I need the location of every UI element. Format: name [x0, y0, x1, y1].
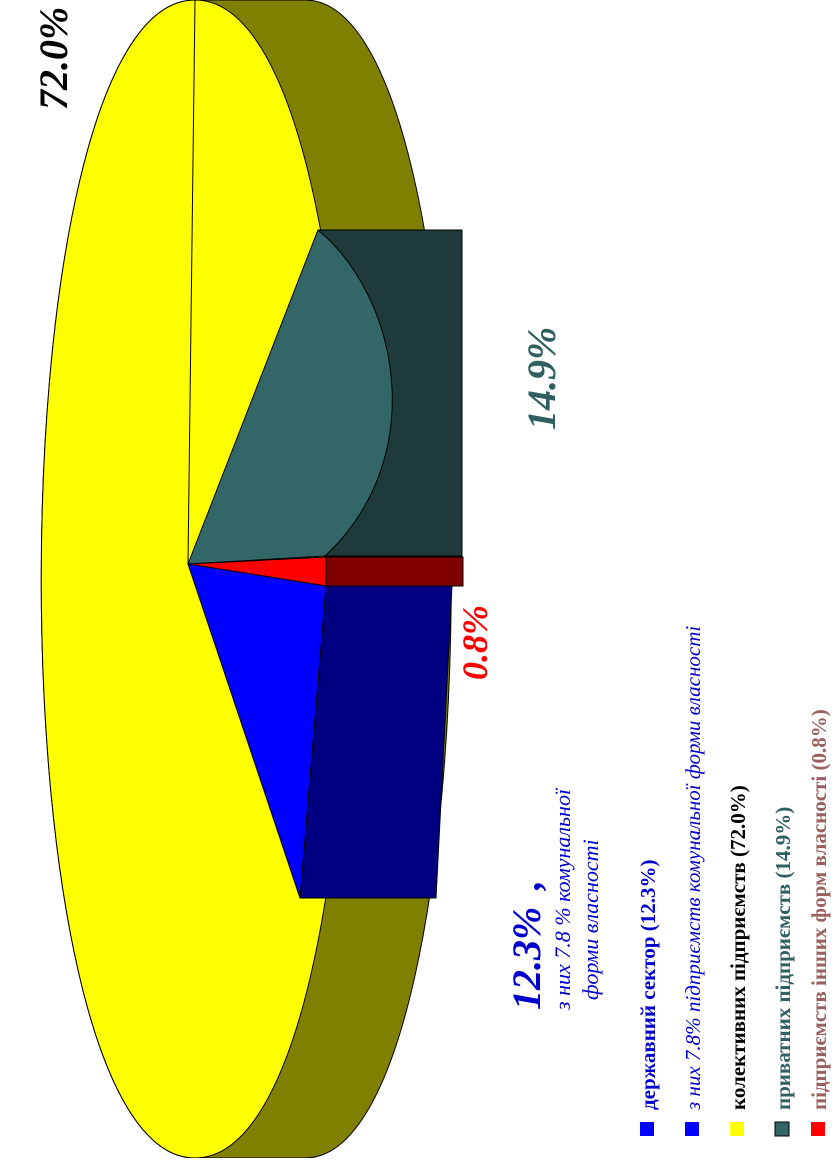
pie-slice-side-blue — [299, 585, 453, 899]
legend-item: з них 7.8% підприємств комунальної форми… — [681, 626, 705, 1136]
legend-swatch — [811, 1122, 825, 1136]
legend-label: приватних підприємств (14.9%) — [771, 807, 795, 1110]
data-label-red: 0.8% — [455, 605, 495, 680]
legend-swatch — [730, 1122, 744, 1136]
legend-swatch — [685, 1122, 699, 1136]
annotation-blue: 12.3% , з них 7.8 % комунальної форми вл… — [504, 787, 603, 1011]
legend-swatch — [640, 1122, 654, 1136]
data-label-green: 14.9% — [519, 327, 564, 430]
pie-slice-green — [187, 229, 393, 565]
legend-item: підприємств інших форм власності (0.8%) — [807, 709, 831, 1136]
legend-item: державний сектор (12.3%) — [636, 860, 660, 1136]
legend-label: підприємств інших форм власності (0.8%) — [807, 709, 831, 1110]
legend: державний сектор (12.3%) з них 7.8% підпр… — [636, 626, 831, 1137]
legend-label: державний сектор (12.3%) — [636, 860, 660, 1110]
annotation-line2: форми власності — [578, 839, 603, 1000]
annotation-line1: з них 7.8 % комунальної — [550, 787, 575, 1011]
pie-slice-side-red — [325, 556, 464, 587]
legend-item: колективних підприємств (72.0%) — [726, 785, 750, 1136]
legend-swatch — [774, 1121, 790, 1137]
annotation-main: 12.3% — [504, 907, 549, 1010]
legend-item: приватних підприємств (14.9%) — [771, 807, 795, 1137]
pie-slice-blue — [187, 563, 327, 899]
annotation-comma: , — [504, 880, 549, 891]
legend-label: з них 7.8% підприємств комунальної форми… — [681, 626, 705, 1111]
legend-label: колективних підприємств (72.0%) — [726, 785, 750, 1110]
data-label-yellow: 72.0% — [31, 7, 76, 110]
